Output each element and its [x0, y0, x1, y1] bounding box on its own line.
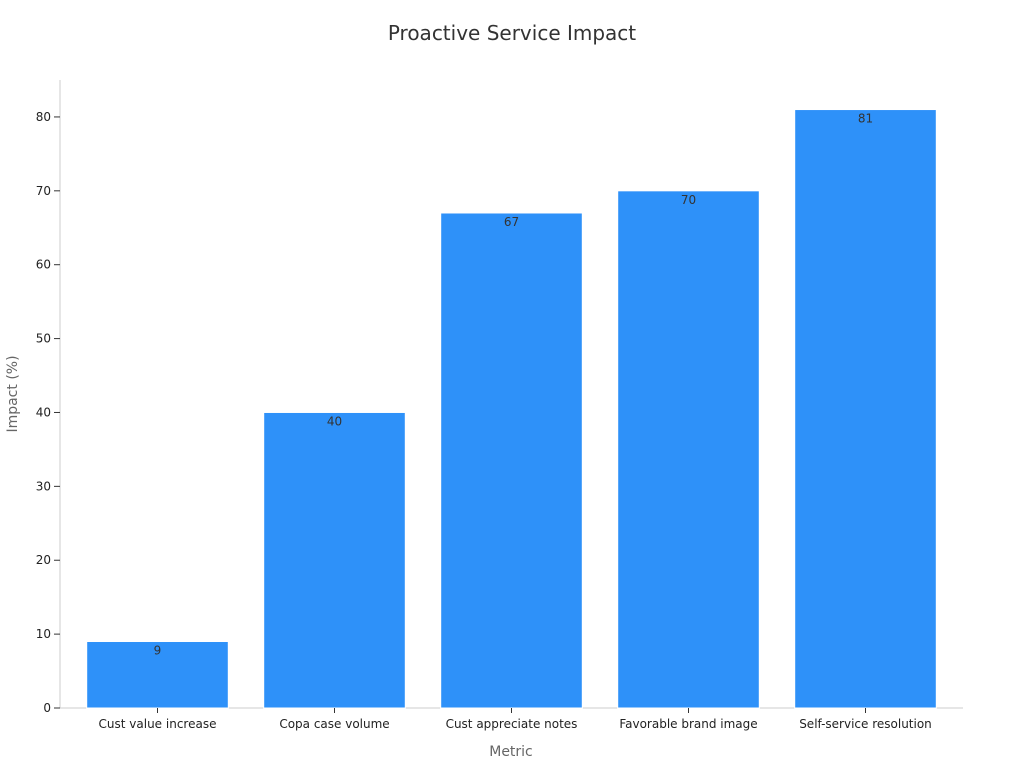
- x-axis-ticks: Cust value increase Copa case volume Cust …: [99, 708, 932, 731]
- y-tick-label: 70: [36, 184, 51, 198]
- plot-area: 0 10 20 30 40 50 60 70 80 9 40 67 70 81 Cust value i…: [36, 80, 963, 731]
- y-tick-label: 30: [36, 479, 51, 493]
- bar: [263, 411, 406, 709]
- y-axis-label: Impact (%): [5, 355, 21, 432]
- y-tick-label: 20: [36, 553, 51, 567]
- bar-value-label: 70: [681, 193, 696, 207]
- y-tick-label: 10: [36, 627, 51, 641]
- bars: [86, 109, 937, 709]
- bar: [794, 109, 937, 709]
- x-axis-label: Metric: [489, 744, 533, 760]
- bar-value-label: 40: [327, 414, 342, 428]
- y-axis-ticks: 0 10 20 30 40 50 60 70 80: [36, 110, 60, 715]
- bar: [617, 190, 760, 709]
- chart-title: Proactive Service Impact: [388, 21, 636, 45]
- y-tick-label: 0: [43, 701, 51, 715]
- x-tick-label: Self-service resolution: [799, 717, 932, 731]
- bar-value-label: 67: [504, 215, 519, 229]
- data-labels: 9 40 67 70 81: [154, 112, 873, 658]
- x-tick-label: Favorable brand image: [619, 717, 757, 731]
- y-tick-label: 60: [36, 258, 51, 272]
- bar: [440, 212, 583, 709]
- bar-value-label: 9: [154, 644, 162, 658]
- x-tick-label: Copa case volume: [279, 717, 389, 731]
- y-tick-label: 40: [36, 405, 51, 419]
- x-tick-label: Cust value increase: [99, 717, 217, 731]
- x-tick-label: Cust appreciate notes: [446, 717, 578, 731]
- bar-value-label: 81: [858, 112, 873, 126]
- bar: [86, 641, 229, 709]
- y-tick-label: 50: [36, 332, 51, 346]
- y-tick-label: 80: [36, 110, 51, 124]
